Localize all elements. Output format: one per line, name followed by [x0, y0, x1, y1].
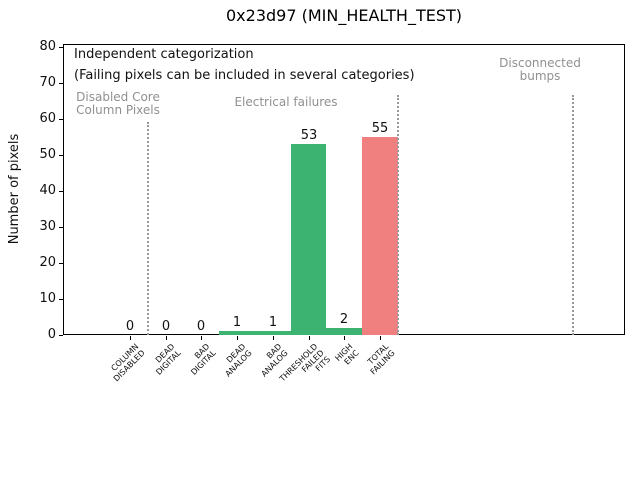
- y-tick-mark: [59, 47, 63, 48]
- bar: [326, 328, 362, 335]
- bar-value-label: 0: [161, 319, 171, 334]
- x-tick-mark: [201, 336, 202, 340]
- bar: [291, 144, 326, 335]
- bar-value-label: 0: [196, 319, 206, 334]
- y-tick-label: 50: [39, 147, 56, 162]
- y-tick-mark: [59, 263, 63, 264]
- y-tick-label: 0: [47, 327, 56, 342]
- chart-title: 0x23d97 (MIN_HEALTH_TEST): [226, 6, 462, 25]
- section-separator-line: [397, 95, 399, 335]
- y-tick-label: 60: [39, 111, 56, 126]
- x-tick-mark: [237, 336, 238, 340]
- x-tick-mark: [273, 336, 274, 340]
- bar: [219, 331, 255, 335]
- x-tick-mark: [380, 336, 381, 340]
- y-tick-mark: [59, 227, 63, 228]
- bar-value-label: 1: [232, 315, 242, 330]
- y-tick-mark: [59, 155, 63, 156]
- y-tick-mark: [59, 83, 63, 84]
- bar-value-label: 1: [268, 315, 278, 330]
- y-tick-mark: [59, 299, 63, 300]
- x-tick-mark: [130, 336, 131, 340]
- x-tick-mark: [166, 336, 167, 340]
- section-separator-line: [572, 95, 574, 335]
- y-tick-label: 80: [39, 39, 56, 54]
- section-label-disabled-core-column-pixels: Disabled Core Column Pixels: [76, 90, 160, 117]
- y-tick-mark: [59, 119, 63, 120]
- bar-value-label: 0: [125, 319, 135, 334]
- bar-value-label: 2: [339, 312, 349, 327]
- bar-value-label: 55: [371, 121, 389, 136]
- y-tick-label: 20: [39, 255, 56, 270]
- plot-area-frame: [63, 44, 625, 335]
- section-separator-line: [147, 122, 149, 335]
- bar: [362, 137, 398, 335]
- y-tick-mark: [59, 335, 63, 336]
- y-tick-mark: [59, 191, 63, 192]
- x-tick-mark: [309, 336, 310, 340]
- y-tick-label: 10: [39, 291, 56, 306]
- x-tick-mark: [344, 336, 345, 340]
- y-tick-label: 70: [39, 75, 56, 90]
- section-label-disconnected-bumps: Disconnected bumps: [499, 56, 581, 83]
- section-label-electrical-failures: Electrical failures: [234, 95, 338, 109]
- y-tick-label: 40: [39, 183, 56, 198]
- bar: [255, 331, 291, 335]
- y-tick-label: 30: [39, 219, 56, 234]
- annotation-note-line-2: (Failing pixels can be included in sever…: [74, 68, 415, 83]
- annotation-note-line-1: Independent categorization: [74, 47, 254, 62]
- bar-value-label: 53: [300, 128, 318, 143]
